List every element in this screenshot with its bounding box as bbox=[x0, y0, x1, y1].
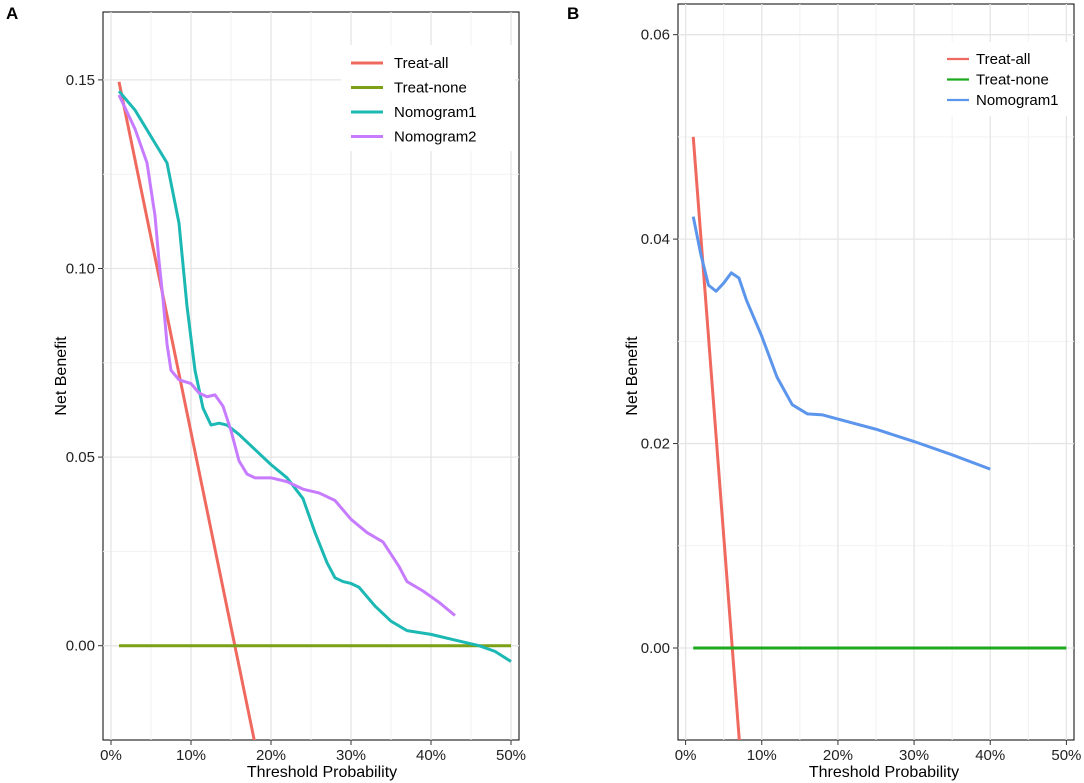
panel-a-x-tick-label: 40% bbox=[416, 747, 446, 764]
panel-a-x-tick-label: 50% bbox=[496, 747, 526, 764]
panel-a-legend: Treat-all Treat-none Nomogram1 Nomogram2 bbox=[341, 45, 515, 151]
panel-a: A 0.00 0.05 0.10 0.15 0% 10% 20% 30% 40% 50% Thr… bbox=[6, 4, 526, 781]
panel-b-x-tick-label: 40% bbox=[975, 747, 1005, 764]
panel-a-line-nomogram2 bbox=[117, 94, 456, 617]
panel-a-x-tick-label: 30% bbox=[336, 747, 366, 764]
panel-a-y-tick-label: 0.15 bbox=[66, 72, 95, 89]
panel-b-legend: Treat-all Treat-none Nomogram1 bbox=[942, 42, 1070, 116]
panel-a-x-tick-label: 0% bbox=[100, 747, 122, 764]
panel-b-y-tick-label: 0.04 bbox=[641, 231, 670, 248]
panel-a-legend-label: Nomogram1 bbox=[394, 104, 477, 121]
panel-b-x-tick-label: 30% bbox=[899, 747, 929, 764]
panel-a-legend-label: Treat-none bbox=[394, 80, 467, 97]
panel-a-x-axis-title: Threshold Probability bbox=[247, 764, 397, 781]
panel-a-x-tick-label: 20% bbox=[256, 747, 286, 764]
panel-a-line-nomogram1 bbox=[117, 90, 512, 663]
panel-b-legend-label: Treat-all bbox=[976, 51, 1030, 68]
panel-b-letter: B bbox=[567, 4, 579, 23]
panel-a-y-axis-title: Net Benefit bbox=[53, 336, 70, 416]
panel-b: B 0.00 0.02 0.04 0.06 0% 10% 20% 30% 40% 50% Thr… bbox=[567, 3, 1081, 781]
panel-b-y-axis-title: Net Benefit bbox=[624, 336, 641, 416]
panel-b-x-tick-label: 10% bbox=[747, 747, 777, 764]
panel-b-y-tick-label: 0.00 bbox=[641, 640, 670, 657]
panel-a-x-tick-label: 10% bbox=[176, 747, 206, 764]
panel-b-legend-label: Treat-none bbox=[976, 72, 1049, 89]
panel-a-legend-label: Treat-all bbox=[394, 55, 448, 72]
panel-b-line-nomogram1 bbox=[691, 216, 991, 471]
panel-a-y-tick-label: 0.05 bbox=[66, 449, 95, 466]
panel-a-line-treat-all bbox=[117, 81, 256, 740]
panel-b-x-tick-label: 20% bbox=[823, 747, 853, 764]
panel-b-legend-label: Nomogram1 bbox=[976, 92, 1059, 109]
panel-a-y-tick-label: 0.00 bbox=[66, 638, 95, 655]
panel-a-y-tick-label: 0.10 bbox=[66, 260, 95, 277]
panel-b-x-tick-label: 50% bbox=[1051, 747, 1081, 764]
panel-b-x-axis-title: Threshold Probability bbox=[809, 764, 959, 781]
panel-b-line-treat-all bbox=[691, 136, 741, 740]
panel-b-y-tick-label: 0.02 bbox=[641, 436, 670, 453]
panel-a-legend-label: Nomogram2 bbox=[394, 129, 477, 146]
panel-b-y-tick-label: 0.06 bbox=[641, 27, 670, 44]
panel-a-letter: A bbox=[6, 4, 18, 23]
panel-b-x-tick-label: 0% bbox=[675, 747, 697, 764]
